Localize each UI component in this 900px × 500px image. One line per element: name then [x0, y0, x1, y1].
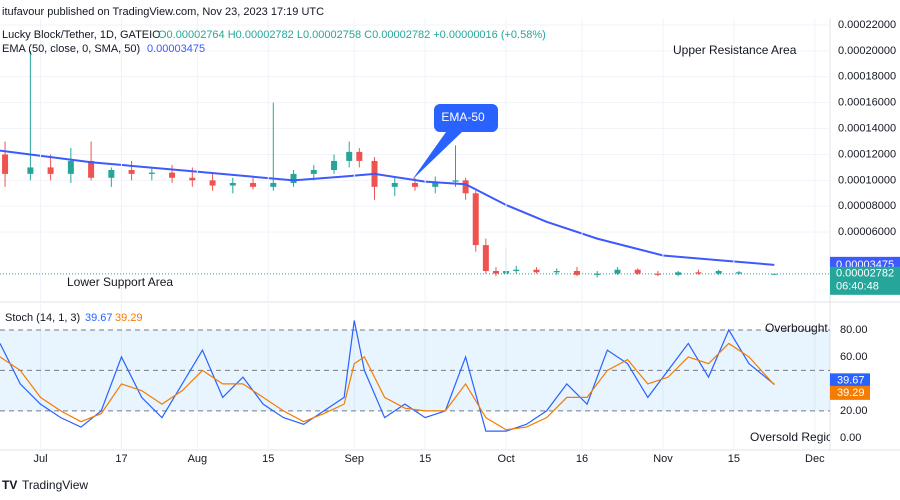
- candle-body: [356, 151, 363, 161]
- candle-body: [432, 181, 439, 187]
- x-tick-label: Dec: [805, 453, 825, 465]
- candle-body: [209, 180, 216, 186]
- y-tick-label: 0.00006000: [838, 226, 896, 238]
- y-tick-label: 0.00010000: [838, 174, 896, 186]
- stoch-line: [0, 342, 775, 431]
- candle-body: [715, 270, 722, 274]
- ema-legend-value: 0.00003475: [147, 43, 205, 55]
- stoch-lines: [0, 320, 775, 432]
- candle-body: [27, 167, 34, 174]
- y-tick-label: 0.00014000: [838, 122, 896, 134]
- countdown: 06:40:48: [836, 281, 879, 293]
- candle-body: [310, 170, 317, 174]
- candle-body: [462, 180, 469, 194]
- symbol: Lucky Block/Tether, 1D, GATEIO: [2, 29, 161, 41]
- candle-body: [88, 160, 95, 178]
- x-tick-label: Nov: [653, 453, 673, 465]
- x-tick-label: Sep: [344, 453, 364, 465]
- candle-body: [2, 154, 9, 174]
- candle-body: [229, 182, 236, 186]
- stoch-legend-value: 39.29: [115, 312, 143, 324]
- candle-body: [695, 272, 702, 274]
- stoch-value-label: 39.29: [837, 387, 865, 399]
- candle-body: [391, 182, 398, 187]
- candle-body: [472, 193, 479, 246]
- ohlc-values: O0.00002764 H0.00002782 L0.00002758 C0.0…: [158, 29, 546, 41]
- y-tick-label: 0.00016000: [838, 97, 896, 109]
- candle-body: [614, 269, 621, 274]
- stoch-legend-value: 39.67: [85, 312, 113, 324]
- candle-body: [533, 269, 540, 273]
- annotation: Upper Resistance Area: [673, 43, 797, 57]
- stoch-title: Stoch (14, 1, 3): [5, 312, 80, 324]
- candle-body: [513, 269, 520, 271]
- publisher: itufavour published on TradingView.com, …: [2, 6, 324, 18]
- x-tick-label: 17: [115, 453, 127, 465]
- candle-body: [270, 182, 277, 187]
- brand: TradingView: [22, 478, 88, 492]
- y-tick-label: 0.00018000: [838, 71, 896, 83]
- candle-body: [412, 182, 418, 187]
- candle-body: [634, 269, 641, 274]
- candle-body: [346, 151, 353, 161]
- stoch-value-box: [830, 373, 870, 388]
- candle-body: [67, 160, 74, 174]
- annotation: Lower Support Area: [67, 275, 173, 289]
- x-tick-label: 16: [576, 453, 588, 465]
- y-tick-label: 60.00: [840, 351, 868, 363]
- ema-legend: EMA (50, close, 0, SMA, 50): [2, 43, 140, 55]
- y-tick-label: 80.00: [840, 324, 868, 336]
- x-tick-label: 15: [419, 453, 431, 465]
- x-tick-label: 15: [728, 453, 740, 465]
- candle-body: [189, 177, 196, 181]
- candle-body: [47, 167, 54, 174]
- candle-body: [735, 272, 742, 274]
- stoch-value-label: 39.67: [837, 374, 865, 386]
- callout: [412, 104, 498, 180]
- candle-body: [250, 182, 257, 187]
- stoch-value-box: [830, 385, 870, 400]
- x-tick-label: Oct: [498, 453, 515, 465]
- last-price-box: [830, 266, 900, 295]
- y-tick-label: 0.00012000: [838, 148, 896, 160]
- level-text: Overbought Level: [765, 321, 860, 335]
- x-tick-label: Jul: [33, 453, 47, 465]
- last-price-label: 0.00002782: [836, 268, 894, 280]
- price-pane: [0, 24, 830, 278]
- x-tick-label: Aug: [188, 453, 208, 465]
- x-tick-label: 15: [262, 453, 274, 465]
- y-tick-label: 20.00: [840, 405, 868, 417]
- candle-body: [573, 270, 580, 275]
- y-tick-label: 0.00008000: [838, 200, 896, 212]
- candle-body: [482, 245, 489, 271]
- candle-body: [108, 170, 115, 178]
- annotation: EMA-50: [441, 110, 485, 124]
- y-tick-label: 0.00020000: [838, 45, 896, 57]
- logo: TV: [2, 478, 17, 492]
- candle-body: [331, 160, 338, 171]
- stoch-line: [0, 320, 775, 432]
- level-text: Oversold Region: [750, 430, 839, 444]
- candle-body: [553, 270, 560, 273]
- candle-body: [128, 170, 135, 174]
- y-tick-label: 0.00022000: [838, 19, 896, 31]
- candle-body: [148, 172, 155, 174]
- y-tick-label: 0.00: [840, 432, 861, 444]
- ema-line: [0, 149, 775, 266]
- candle-body: [492, 270, 499, 274]
- candle-body: [452, 180, 459, 182]
- candle-body: [290, 173, 297, 183]
- candle-body: [169, 172, 176, 178]
